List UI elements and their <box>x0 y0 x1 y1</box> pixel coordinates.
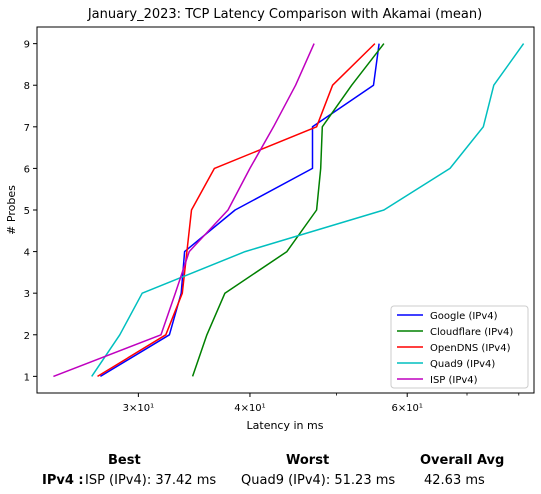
legend-label-cloudflare-ipv4: Cloudflare (IPv4) <box>430 327 513 338</box>
best-header: Best <box>108 453 141 468</box>
y-tick-label: 4 <box>24 248 30 259</box>
legend-label-google-ipv4: Google (IPv4) <box>430 311 498 322</box>
chart-title: January_2023: TCP Latency Comparison wit… <box>87 7 482 22</box>
best-value: ISP (IPv4): 37.42 ms <box>85 473 217 488</box>
x-axis-label: Latency in ms <box>247 419 324 432</box>
series-line-quad9-ipv4 <box>91 43 525 377</box>
stats-summary: Best Worst Overall Avg IPv4 : ISP (IPv4)… <box>0 446 541 494</box>
latency-chart: January_2023: TCP Latency Comparison wit… <box>5 7 535 432</box>
legend: Google (IPv4) Cloudflare (IPv4) OpenDNS (I… <box>390 305 529 389</box>
y-tick-label: 5 <box>24 206 30 217</box>
legend-label-opendns-ipv4: OpenDNS (IPv4) <box>430 343 511 354</box>
y-axis-ticks: 1 2 3 4 5 6 7 8 9 <box>24 40 37 383</box>
x-axis-ticks: 3×10¹ 4×10¹ 6×10¹ <box>123 393 520 414</box>
y-tick-label: 3 <box>24 289 30 300</box>
overall-header: Overall Avg <box>420 453 505 468</box>
ipv4-row-label: IPv4 : <box>42 473 84 488</box>
series-line-opendns-ipv4 <box>97 43 376 378</box>
y-tick-label: 8 <box>24 81 30 92</box>
y-tick-label: 6 <box>24 164 30 175</box>
series-layer <box>53 43 525 378</box>
legend-label-quad9-ipv4: Quad9 (IPv4) <box>430 359 495 370</box>
y-tick-label: 1 <box>24 372 30 383</box>
series-line-isp-ipv4 <box>53 43 315 378</box>
y-axis-label: # Probes <box>5 185 18 235</box>
y-tick-label: 9 <box>24 40 30 51</box>
x-tick-label: 6×10¹ <box>391 403 422 414</box>
legend-entries: Google (IPv4) Cloudflare (IPv4) OpenDNS (I… <box>397 311 513 386</box>
y-tick-label: 2 <box>24 331 30 342</box>
worst-header: Worst <box>286 453 330 468</box>
series-line-google-ipv4 <box>100 43 380 378</box>
y-tick-label: 7 <box>24 123 30 134</box>
x-tick-label: 3×10¹ <box>123 403 154 414</box>
legend-frame <box>390 305 529 389</box>
x-tick-label: 4×10¹ <box>234 403 265 414</box>
legend-label-isp-ipv4: ISP (IPv4) <box>430 375 478 386</box>
worst-value: Quad9 (IPv4): 51.23 ms <box>241 473 396 488</box>
overall-value: 42.63 ms <box>424 473 485 488</box>
series-line-cloudflare-ipv4 <box>191 43 385 377</box>
